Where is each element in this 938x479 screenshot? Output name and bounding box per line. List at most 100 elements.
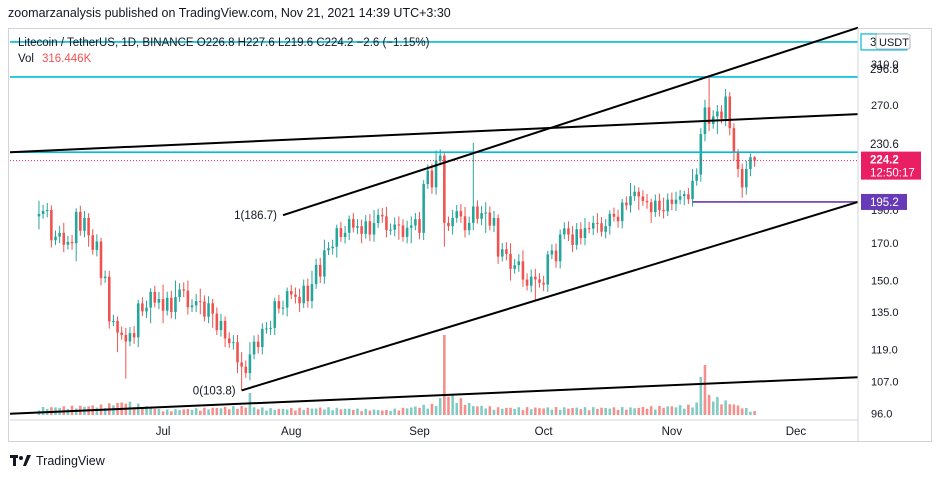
candle-body (182, 289, 186, 291)
candle-body (513, 265, 516, 269)
candle-72 (335, 224, 339, 258)
candle-102 (459, 204, 463, 223)
volume-bar (356, 408, 359, 415)
candle-body (447, 222, 450, 227)
candle-38 (194, 294, 198, 312)
candle-130 (575, 223, 578, 250)
y-tick-2: 119.0 (871, 345, 898, 357)
candle-body (682, 194, 686, 197)
volume-bar (616, 409, 620, 415)
candle-66 (310, 270, 314, 309)
last-price-tag (861, 151, 921, 180)
volume-bar (381, 410, 384, 415)
candle-body (476, 206, 479, 219)
currency-label: USDT (879, 37, 909, 49)
candle-64 (302, 279, 305, 308)
annotation-1: 0(103.8) (193, 385, 236, 397)
candle-body (240, 362, 243, 367)
candle-98 (443, 152, 446, 247)
candle-body (157, 299, 161, 303)
candle-body (637, 191, 641, 197)
candle-100 (451, 210, 454, 235)
candle-51 (248, 342, 252, 381)
volume-bar (571, 408, 574, 415)
volume-bar (132, 407, 136, 415)
candle-142 (625, 196, 628, 211)
volume-bar (629, 407, 632, 415)
candle-93 (422, 180, 425, 241)
level-label-2: 230.6 (870, 139, 899, 151)
annotations: 1(186.7) 0(103.8) (193, 210, 277, 397)
x-axis: Jul Aug Sep Oct Nov Dec (10, 28, 859, 442)
volume-bar (186, 408, 190, 415)
volume-bar (244, 407, 248, 415)
volume-bar (513, 408, 516, 415)
volume-bar (335, 407, 339, 415)
candle-body (732, 128, 736, 153)
volume-bar (538, 408, 541, 415)
candle-50 (244, 360, 248, 378)
volume-bar (343, 408, 347, 415)
candle-124 (550, 244, 554, 260)
candle-body (687, 194, 690, 200)
volume-bar (753, 411, 756, 415)
volume-bar (422, 404, 425, 415)
volume-bar (711, 401, 715, 415)
candle-70 (327, 242, 330, 256)
volume-bar (558, 409, 562, 415)
volume-bar (414, 406, 417, 415)
volume-bar (658, 405, 661, 415)
candle-134 (591, 215, 595, 236)
candle-body (352, 219, 355, 228)
candle-1 (41, 204, 45, 219)
chart-frame[interactable] (8, 28, 932, 442)
candle-159 (695, 168, 698, 186)
candle-body (529, 276, 533, 286)
volume-bar (740, 408, 744, 415)
candle-body (550, 250, 554, 255)
volume-bar (194, 408, 198, 415)
volume-bar (136, 403, 140, 415)
candle-32 (170, 290, 173, 319)
candle-body (484, 212, 487, 214)
footer-brand: TradingView (36, 454, 105, 468)
candle-145 (637, 187, 641, 211)
volume-spike (703, 365, 707, 415)
candle-body (153, 291, 157, 303)
volume-bar (662, 407, 665, 415)
volume-bar (285, 409, 289, 415)
candle-114 (509, 243, 512, 281)
candle-body (203, 301, 206, 317)
candle-112 (500, 243, 504, 262)
candle-body (707, 107, 711, 124)
candle-163 (711, 110, 715, 129)
candle-139 (612, 207, 616, 222)
candle-body (277, 301, 281, 309)
volume-bar (405, 408, 409, 415)
candle-91 (414, 212, 417, 231)
candle-63 (298, 288, 301, 312)
candle-body (397, 224, 401, 226)
candle-147 (645, 193, 649, 209)
volume-bar (716, 396, 719, 415)
candle-body (488, 212, 492, 226)
candle-body (451, 217, 454, 227)
last-price-label: 224.2 (870, 155, 899, 167)
candle-body (194, 301, 198, 306)
volume-bar (691, 407, 694, 415)
y-tick-4: 150.0 (871, 276, 899, 288)
volume-bar (397, 410, 401, 415)
candle-body (641, 196, 645, 201)
volume-bar (682, 408, 686, 415)
candle-121 (538, 273, 541, 288)
candle-90 (409, 216, 413, 244)
candle-body (178, 289, 181, 298)
candle-87 (397, 216, 401, 240)
candle-10 (79, 205, 82, 236)
volume-bar (546, 407, 550, 415)
candle-body (670, 199, 674, 204)
candle-body (356, 226, 359, 228)
candle-128 (567, 221, 570, 242)
candle-88 (401, 219, 405, 242)
